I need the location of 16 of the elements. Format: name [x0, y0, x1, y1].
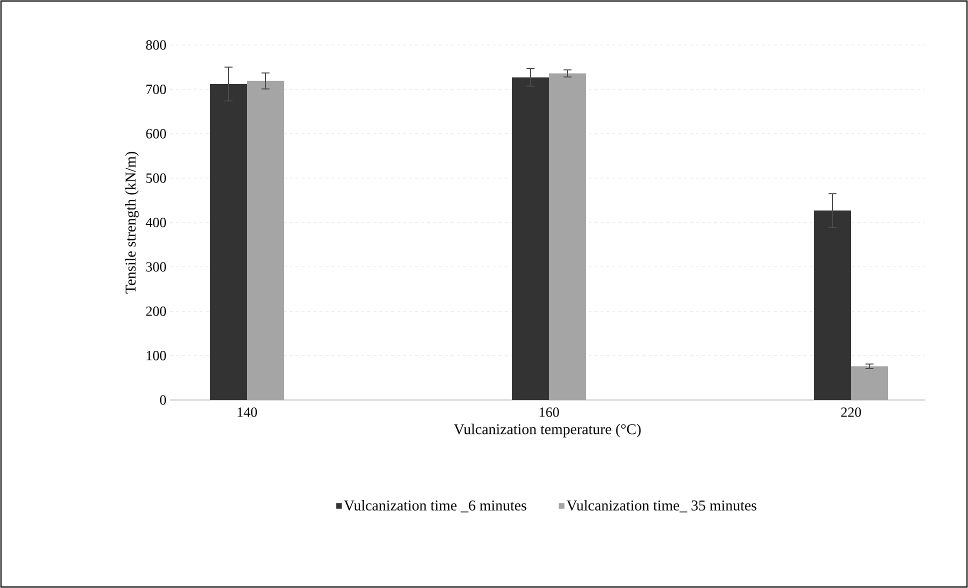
y-tick-label: 700 — [146, 84, 166, 94]
y-tick-label: 600 — [146, 129, 166, 138]
y-tick-label: 300 — [146, 262, 166, 272]
x-tick-label: 140 — [238, 408, 257, 417]
x-tick-label: 160 — [540, 408, 559, 417]
legend-label: Vulcanization time_ 35 minutes — [566, 500, 756, 512]
y-tick-label: 400 — [146, 218, 166, 228]
y-tick-label: 0 — [160, 395, 166, 405]
x-axis-title: Vulcanization temperature (°C) — [454, 424, 641, 438]
x-tick-label: 220 — [841, 408, 861, 417]
legend-label: Vulcanization time _6 minutes — [344, 500, 526, 512]
y-tick-label: 800 — [146, 40, 166, 50]
y-axis-title: Tensile strength (kN/m) — [125, 152, 139, 294]
y-tick-label: 200 — [146, 306, 166, 316]
y-tick-label: 500 — [146, 173, 166, 183]
y-tick-label: 100 — [146, 350, 166, 360]
